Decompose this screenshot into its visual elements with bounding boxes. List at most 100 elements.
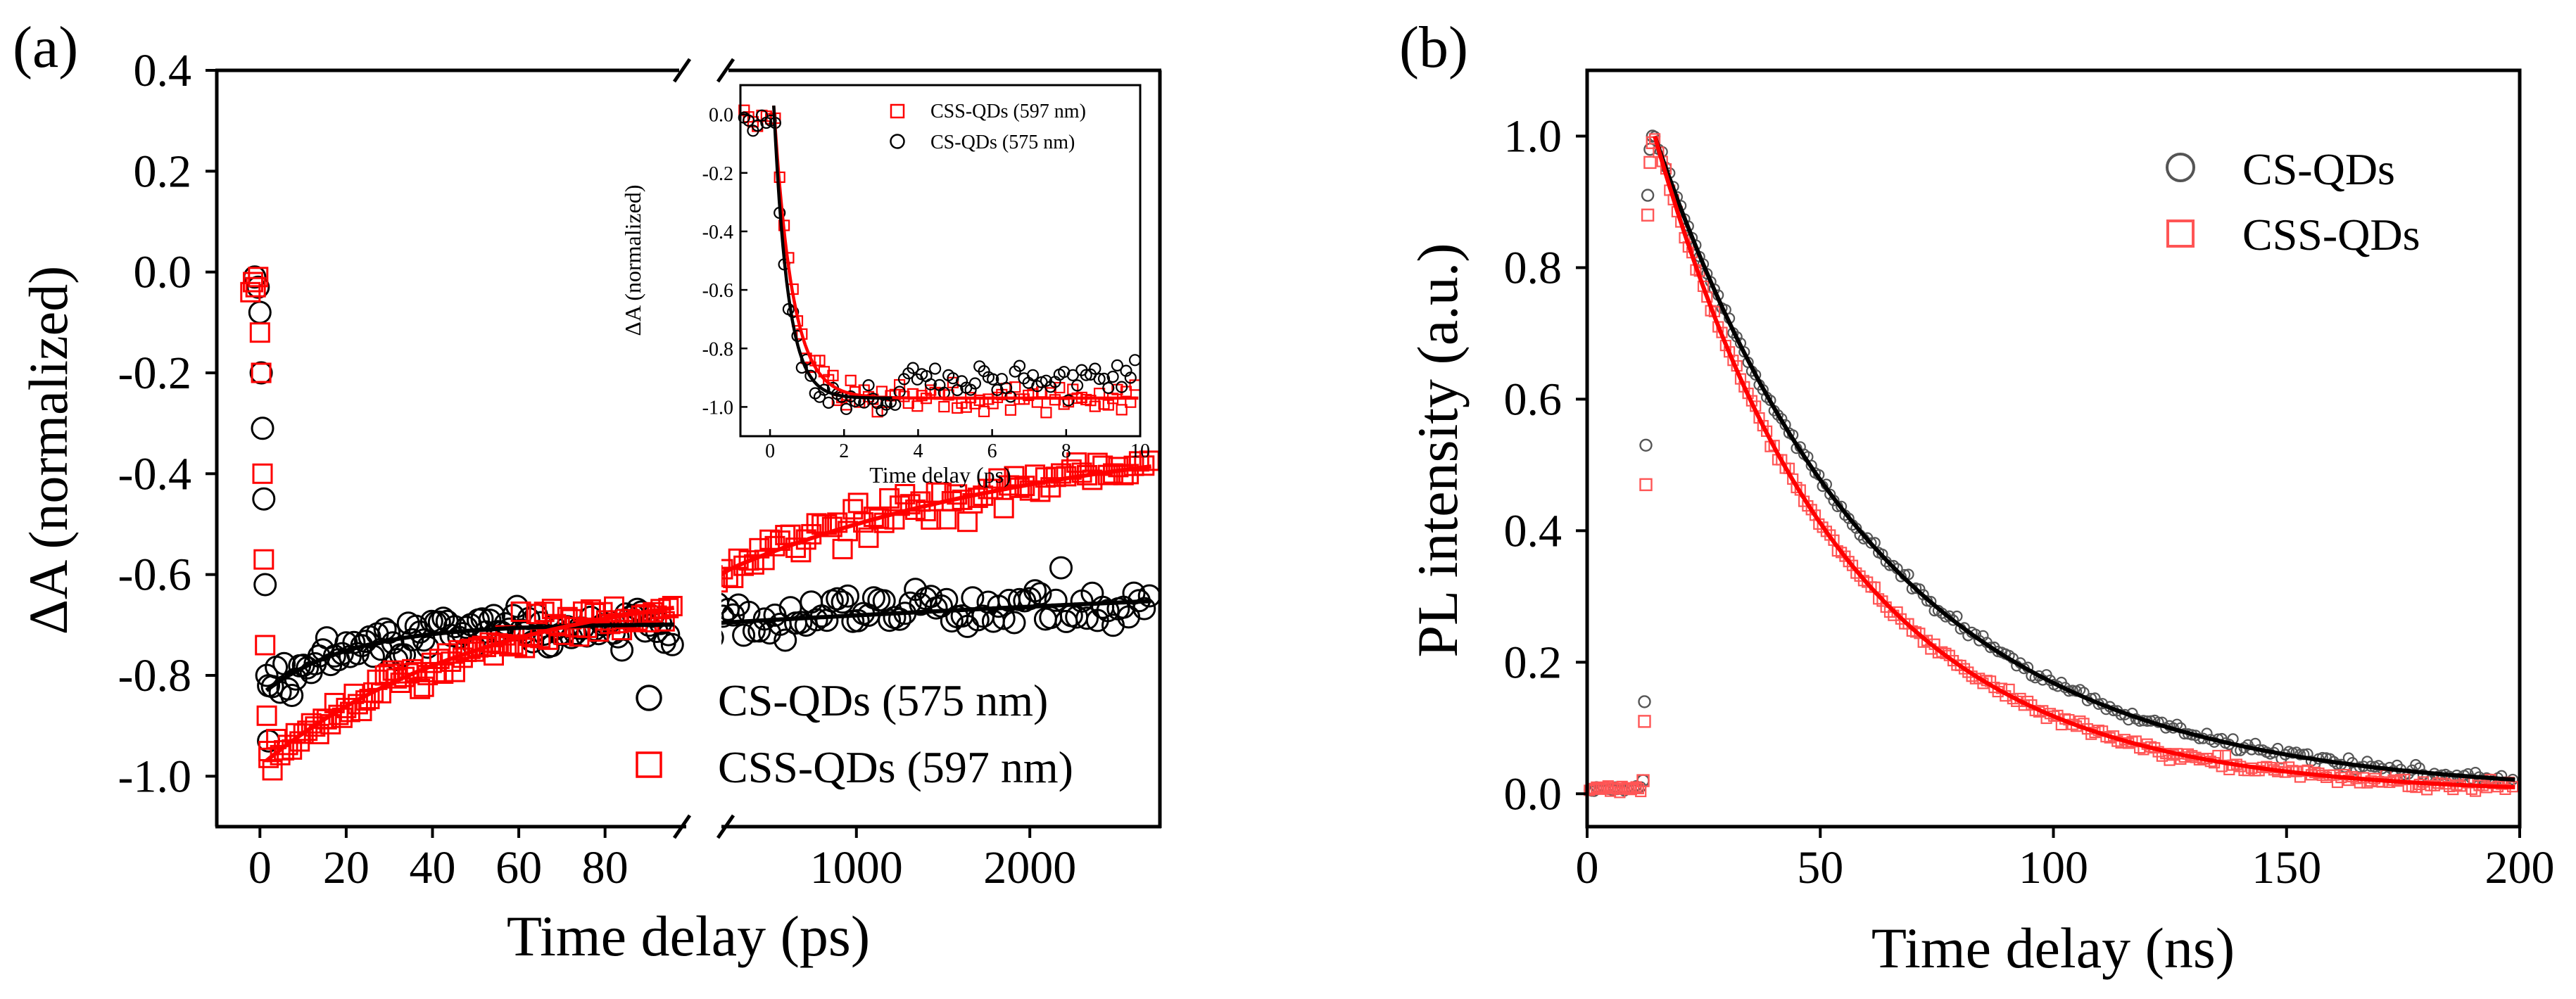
data-point: [732, 623, 756, 647]
data-point: [831, 590, 854, 614]
inset-data-point: [978, 364, 990, 378]
x-tick-label: 60: [495, 842, 542, 893]
inset-data-point: [1124, 371, 1137, 384]
inset-legend: CSS-QDs (597 nm) CS-QDs (575 nm): [890, 101, 1086, 153]
data-point: [533, 602, 555, 623]
panel-a-label: (a): [13, 15, 78, 80]
data-point: [444, 661, 465, 682]
data-point: [413, 676, 434, 697]
inset-data-point: [924, 378, 937, 390]
data-point: [351, 701, 372, 722]
y-tick-label: 1.0: [1504, 110, 1562, 162]
data-point: [1750, 369, 1762, 381]
inset-x-tick-label: 8: [1061, 440, 1071, 462]
fit-curve: [1653, 135, 2515, 782]
inset-data-point: [822, 396, 835, 409]
data-point: [795, 529, 816, 550]
data-point: [1936, 646, 1948, 658]
inset-data-point: [804, 369, 817, 382]
data-point: [1843, 556, 1855, 568]
data-point: [1096, 599, 1120, 623]
x-tick-label: 100: [2019, 842, 2088, 893]
data-point: [1876, 595, 1888, 607]
y-tick-label: 0.6: [1504, 374, 1562, 425]
inset-data-point: [827, 369, 839, 381]
data-point: [1817, 521, 1829, 533]
panel-b-x-axis-label: Time delay (ns): [1871, 916, 2235, 980]
inset-ticks: 0 2 4 6 8 10 0.0 -0.2 -0.4 -0.6 -0.8 -1.0: [702, 105, 1150, 462]
data-point: [759, 529, 781, 550]
inset-data-point: [1111, 359, 1124, 372]
panel-a-x-axis-label: Time delay (ps): [507, 904, 870, 968]
legend-marker-cs-qds: [2166, 153, 2195, 182]
panel-a-legend: CS-QDs (575 nm) CSS-QDs (597 nm): [636, 675, 1073, 792]
inset-y-tick-label: -0.4: [702, 222, 733, 243]
data-point: [1857, 575, 1869, 587]
x-tick-label: 0: [1576, 842, 1599, 893]
inset-chart: 0 2 4 6 8 10 0.0 -0.2 -0.4 -0.6 -0.8 -1.0 Time dela…: [620, 84, 1150, 488]
data-point: [572, 601, 593, 622]
inset-fit-curve: [772, 105, 892, 400]
inset-y-tick-label: -0.2: [702, 163, 733, 185]
data-point: [1132, 597, 1156, 621]
data-point: [277, 734, 298, 756]
data-point: [253, 573, 277, 597]
inset-data-point: [978, 405, 990, 418]
data-point: [433, 663, 454, 684]
data-point: [1955, 659, 1966, 672]
inset-x-tick-label: 10: [1130, 440, 1150, 462]
inset-data-point: [1066, 369, 1079, 381]
inset-legend-marker-cs: [890, 134, 905, 149]
data-point: [899, 494, 921, 515]
data-point: [738, 550, 759, 571]
data-point: [377, 621, 401, 644]
data-point: [993, 497, 1014, 518]
inset-data-point: [1013, 359, 1026, 372]
data-point: [1914, 628, 1926, 640]
data-point: [2399, 773, 2411, 786]
inset-data-point: [1106, 370, 1119, 383]
data-point: [252, 463, 273, 484]
inset-data-point: [968, 377, 982, 390]
inset-y-tick-label: -1.0: [702, 397, 733, 419]
data-point: [1836, 547, 1848, 559]
data-point: [1641, 189, 1655, 202]
x-tick-label: 80: [582, 842, 629, 893]
data-point: [526, 604, 547, 625]
inset-data-point: [1062, 394, 1075, 407]
inset-y-tick-label: 0.0: [709, 105, 733, 127]
data-point: [249, 361, 273, 385]
data-point: [858, 527, 879, 548]
panel-a-y-axis-label: ΔA (normalized): [18, 266, 79, 635]
data-point: [1846, 559, 1859, 571]
inset-data-point: [991, 383, 1004, 396]
data-point: [921, 509, 942, 530]
data-point: [826, 587, 850, 611]
data-point: [1646, 129, 1660, 143]
y-tick-label: 0.4: [134, 45, 192, 96]
inset-data-point: [938, 400, 950, 413]
data-point: [280, 684, 304, 707]
data-point: [336, 697, 357, 718]
legend-marker-css: [636, 751, 662, 778]
data-point: [1044, 588, 1068, 612]
data-point: [1082, 469, 1103, 490]
inset-data-point: [907, 362, 919, 374]
inset-x-tick-label: 6: [987, 440, 997, 462]
data-point: [879, 488, 900, 509]
data-point: [1134, 455, 1155, 476]
y-tick-label: -1.0: [118, 751, 191, 802]
data-point: [806, 513, 827, 534]
data-point: [1824, 488, 1836, 500]
data-point: [728, 548, 749, 569]
data-point: [888, 607, 911, 631]
x-tick-label: 2000: [983, 842, 1076, 893]
data-point: [1639, 478, 1653, 492]
inset-data-point: [862, 378, 875, 392]
data-point: [252, 487, 276, 511]
data-point: [393, 643, 417, 667]
data-point: [510, 602, 531, 622]
inset-x-tick-label: 4: [913, 440, 923, 462]
fit-curve: [265, 605, 675, 763]
